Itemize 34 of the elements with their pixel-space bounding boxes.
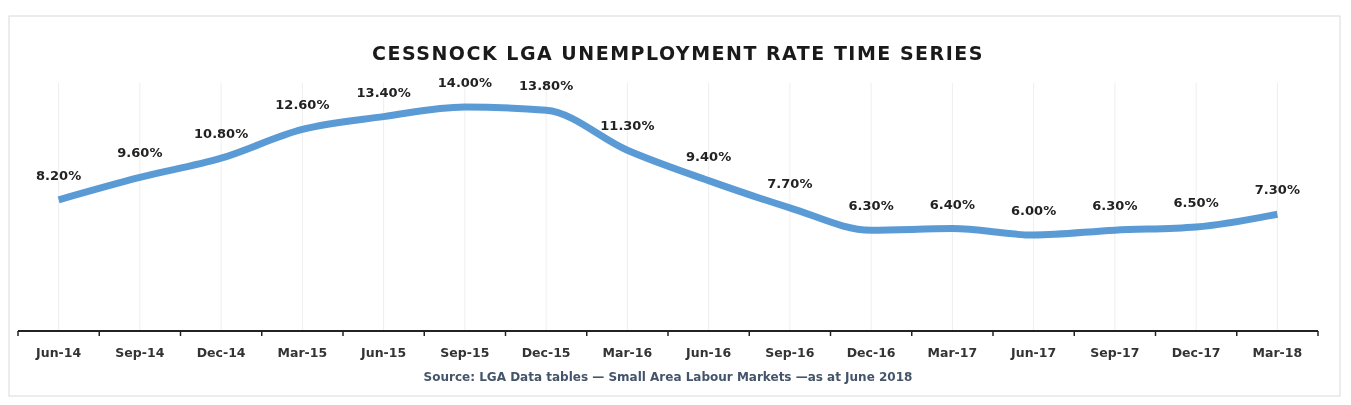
x-tick-label: Sep-15 (440, 345, 490, 360)
x-tick-label: Mar-16 (602, 345, 653, 360)
source-note: Source: LGA Data tables — Small Area Labour Markets —as at June 2018 (423, 370, 913, 384)
x-tick-label: Dec-15 (521, 345, 571, 360)
x-tick-label: Jun-15 (360, 345, 407, 360)
x-tick-label: Jun-16 (685, 345, 732, 360)
x-tick-label: Sep-17 (1090, 345, 1140, 360)
data-label: 13.40% (356, 84, 411, 100)
data-label: 7.30% (1254, 182, 1300, 198)
x-tick-label: Mar-17 (927, 345, 978, 360)
x-tick-label: Sep-16 (765, 345, 815, 360)
x-tick-label: Mar-18 (1252, 345, 1303, 360)
data-label: 13.80% (519, 78, 574, 94)
data-label: 8.20% (36, 167, 82, 183)
data-label: 10.80% (194, 126, 249, 142)
data-label: 9.40% (686, 148, 732, 164)
data-label: 6.30% (848, 198, 894, 214)
data-label: 6.30% (1092, 198, 1138, 214)
data-label: 11.30% (600, 118, 655, 134)
data-label: 6.00% (1011, 203, 1057, 218)
data-label: 12.60% (275, 97, 330, 113)
data-label: 6.50% (1173, 195, 1219, 210)
data-label: 9.60% (117, 145, 163, 161)
x-tick-label: Jun-14 (35, 345, 82, 360)
data-label: 14.00% (437, 75, 492, 90)
x-tick-label: Jun-17 (1010, 345, 1057, 360)
x-tick-label: Mar-15 (277, 345, 328, 360)
chart-title: CESSNOCK LGA UNEMPLOYMENT RATE TIME SERIES (372, 42, 984, 64)
x-tick-label: Dec-14 (196, 345, 246, 360)
x-tick-label: Sep-14 (115, 345, 165, 360)
data-label: 7.70% (767, 175, 813, 191)
x-tick-label: Dec-17 (1171, 345, 1221, 360)
x-tick-label: Dec-16 (846, 345, 896, 360)
data-label: 6.40% (929, 196, 975, 212)
